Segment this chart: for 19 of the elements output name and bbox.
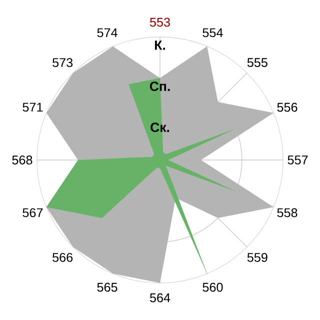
spoke-label: 555 [247, 58, 268, 67]
y-tick-label: Ск. [150, 122, 170, 132]
y-tick-label: Сп. [150, 82, 170, 92]
spoke-label: 554 [202, 28, 223, 38]
spoke-label: 564 [150, 293, 170, 302]
spoke-label: 557 [288, 156, 308, 164]
spoke-label: 571 [22, 102, 43, 112]
y-tick-label: К. [155, 40, 165, 50]
spoke-label: 556 [277, 102, 298, 112]
spoke-label: 573 [52, 58, 73, 68]
spoke-label: 565 [97, 282, 118, 292]
spoke-label: 559 [247, 252, 268, 262]
spoke-label: 566 [52, 252, 73, 262]
spoke-label: 568 [12, 156, 32, 164]
spoke-label: 553 [150, 18, 170, 27]
spoke-label: 574 [97, 28, 118, 38]
spoke-label: 560 [202, 282, 223, 292]
spoke-label: 567 [22, 208, 43, 218]
spoke-label: 558 [277, 208, 298, 218]
